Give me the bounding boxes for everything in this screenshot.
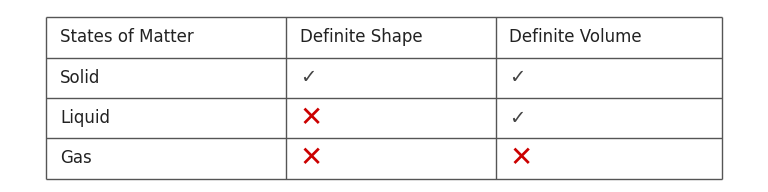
Text: ✕: ✕ <box>300 144 323 172</box>
Text: Definite Volume: Definite Volume <box>509 28 642 46</box>
Text: States of Matter: States of Matter <box>60 28 194 46</box>
Text: Gas: Gas <box>60 149 91 167</box>
Text: ✕: ✕ <box>300 104 323 132</box>
Text: ✓: ✓ <box>300 68 316 87</box>
Text: ✓: ✓ <box>509 68 526 87</box>
Text: Liquid: Liquid <box>60 109 110 127</box>
Text: Definite Shape: Definite Shape <box>300 28 422 46</box>
Text: ✓: ✓ <box>509 109 526 127</box>
Text: Solid: Solid <box>60 69 101 87</box>
Text: ✕: ✕ <box>509 144 532 172</box>
